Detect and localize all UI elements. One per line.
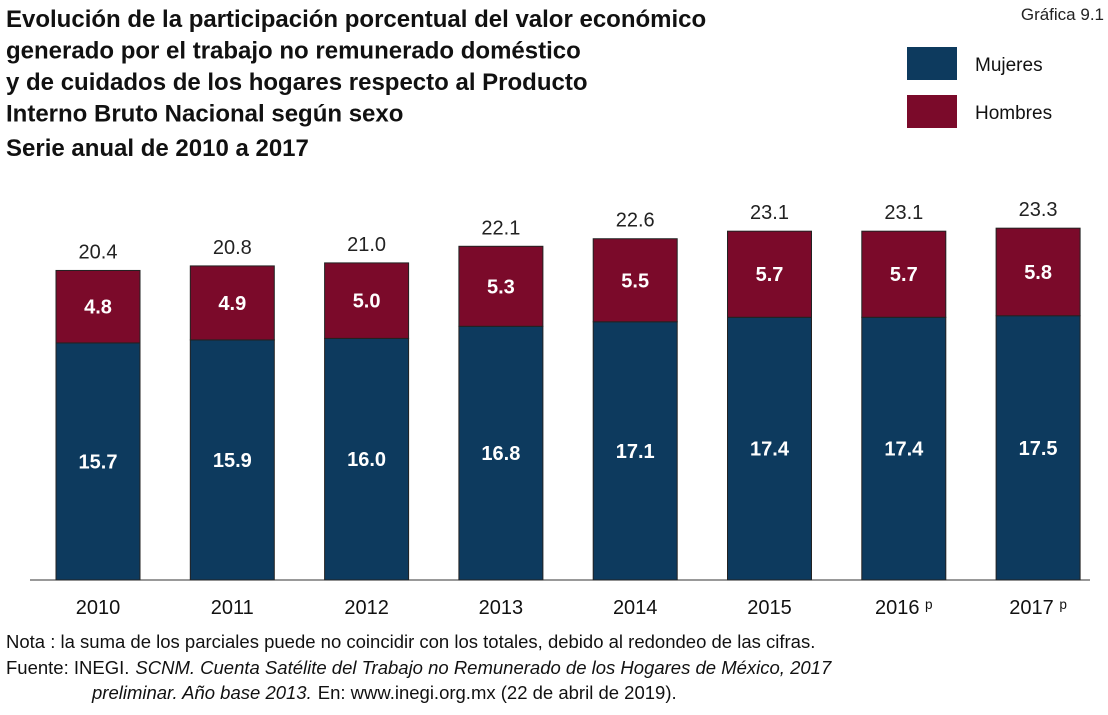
bar-segment bbox=[324, 262, 410, 339]
x-tick-label: 2014 bbox=[613, 597, 658, 619]
total-label: 20.4 bbox=[79, 241, 118, 263]
chart-title: generado por el trabajo no remunerado do… bbox=[6, 38, 581, 65]
bar-segment bbox=[458, 245, 544, 327]
x-tick-label: 2010 bbox=[76, 597, 121, 619]
bar-segment bbox=[861, 230, 947, 318]
data-label: 5.5 bbox=[621, 270, 649, 292]
data-label: 5.3 bbox=[487, 276, 515, 298]
bar-segment bbox=[458, 325, 544, 581]
legend-label: Hombres bbox=[975, 103, 1052, 124]
data-label: 17.1 bbox=[616, 441, 655, 463]
source-part: SCNM. Cuenta Satélite del Trabajo no Rem… bbox=[135, 657, 832, 678]
note: Nota : la suma de los parciales puede no… bbox=[6, 631, 815, 652]
source-part: En: www.inegi.org.mx (22 de abril de 201… bbox=[318, 682, 677, 703]
total-label: 23.1 bbox=[884, 202, 923, 224]
bar-segment bbox=[189, 265, 275, 341]
data-label: 16.0 bbox=[347, 449, 386, 471]
data-label: 15.7 bbox=[79, 451, 118, 473]
data-label: 17.4 bbox=[884, 439, 924, 461]
x-tick-label: 2011 bbox=[211, 597, 254, 619]
total-label: 22.6 bbox=[616, 210, 655, 232]
bar-segment bbox=[995, 227, 1081, 317]
data-label: 15.9 bbox=[213, 450, 252, 472]
chart-title: Evolución de la participación porcentual… bbox=[6, 6, 706, 33]
total-label: 23.3 bbox=[1019, 199, 1058, 221]
legend-label: Mujeres bbox=[975, 55, 1043, 76]
chart-title: Serie anual de 2010 a 2017 bbox=[6, 135, 309, 162]
chart-title: Interno Bruto Nacional según sexo bbox=[6, 101, 403, 128]
data-label: 4.8 bbox=[84, 297, 112, 319]
total-label: 20.8 bbox=[213, 237, 252, 259]
bar-segment bbox=[727, 230, 812, 318]
source-part: preliminar. Año base 2013. bbox=[91, 682, 312, 703]
bar-segment bbox=[189, 339, 275, 581]
x-tick-label: 2012 bbox=[344, 597, 389, 619]
bar-segment bbox=[324, 337, 410, 581]
data-label: 4.9 bbox=[218, 293, 246, 315]
x-tick-label: 2013 bbox=[479, 597, 524, 619]
data-label: 5.8 bbox=[1024, 262, 1052, 284]
x-tick-label: 2017 ᵖ bbox=[1009, 597, 1067, 619]
x-tick-label: 2015 bbox=[747, 597, 792, 619]
figure-label: Gráfica 9.1 bbox=[1021, 5, 1104, 24]
data-label: 16.8 bbox=[481, 443, 520, 465]
bar-segment bbox=[592, 321, 678, 581]
bar-segment bbox=[727, 316, 812, 581]
total-label: 21.0 bbox=[347, 234, 386, 256]
source-part: Fuente: INEGI. bbox=[6, 657, 129, 678]
data-label: 5.7 bbox=[890, 264, 918, 286]
data-label: 5.7 bbox=[756, 264, 784, 286]
bar-segment bbox=[861, 316, 947, 581]
total-label: 23.1 bbox=[750, 202, 789, 224]
data-label: 17.5 bbox=[1019, 438, 1058, 460]
chart-title: y de cuidados de los hogares respecto al… bbox=[6, 69, 587, 96]
bar-segment bbox=[55, 342, 141, 581]
source: Fuente: INEGI. SCNM. Cuenta Satélite del … bbox=[6, 657, 832, 678]
data-label: 5.0 bbox=[353, 291, 381, 313]
bar-segment bbox=[592, 238, 678, 323]
bar-segment bbox=[995, 315, 1081, 581]
x-tick-label: 2016 ᵖ bbox=[875, 597, 933, 619]
legend-swatch bbox=[907, 47, 957, 80]
data-label: 17.4 bbox=[750, 439, 790, 461]
total-label: 22.1 bbox=[481, 217, 520, 239]
source: preliminar. Año base 2013. En: www.inegi.… bbox=[91, 682, 677, 703]
bar-segment bbox=[55, 269, 141, 344]
legend-swatch bbox=[907, 95, 957, 128]
